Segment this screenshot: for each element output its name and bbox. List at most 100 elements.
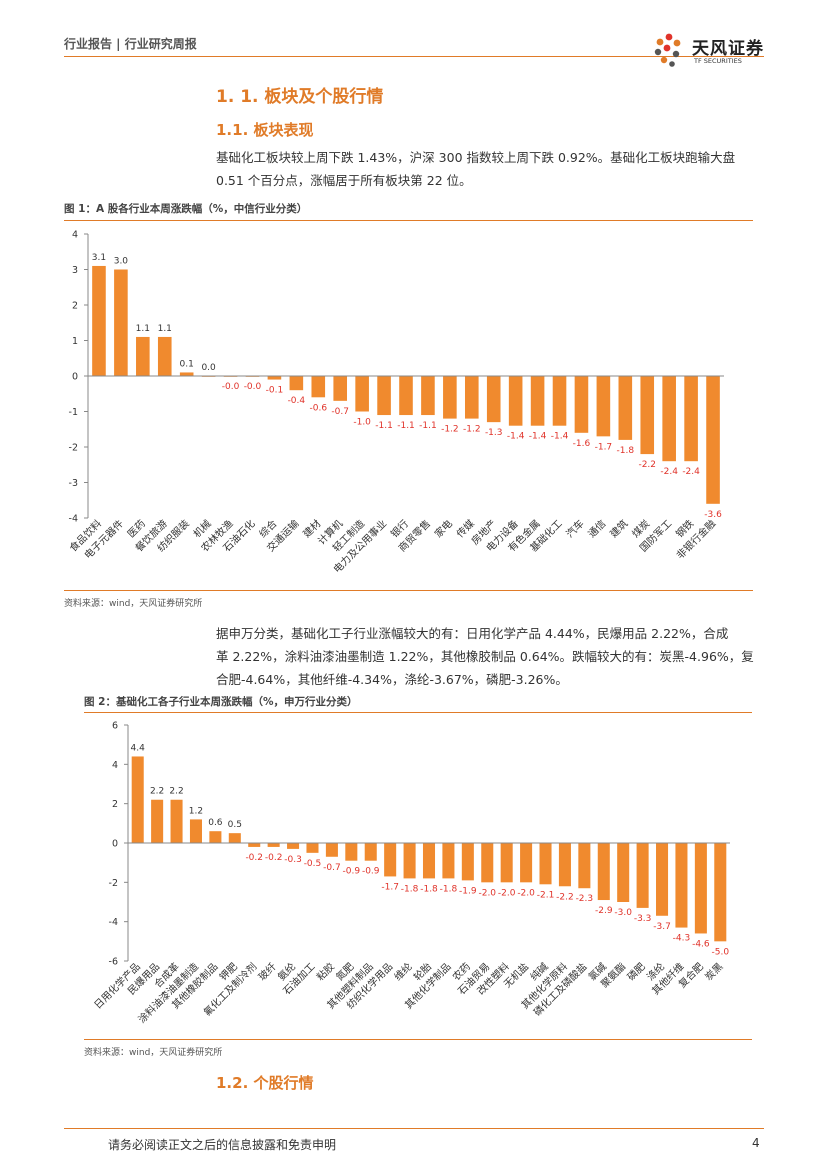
y-tick-label: 1 — [72, 336, 78, 347]
data-label: -3.6 — [704, 510, 722, 520]
data-label: -1.9 — [459, 886, 477, 896]
data-label: -0.2 — [245, 853, 263, 863]
data-label: -0.9 — [343, 867, 361, 877]
bar — [530, 376, 545, 426]
y-tick-label: 4 — [72, 230, 78, 241]
data-label: -1.2 — [441, 425, 459, 435]
bar — [151, 799, 164, 843]
figure1-source: 资料来源：wind，天风证券研究所 — [64, 599, 203, 609]
bar — [209, 831, 222, 843]
subsection-title-sector: 1.1. 板块表现 — [216, 121, 314, 139]
bar — [443, 376, 457, 419]
figure2-bottom-rule — [84, 1039, 752, 1040]
data-label: -1.7 — [595, 442, 613, 452]
bar — [656, 843, 669, 916]
bar — [131, 756, 144, 843]
figure1-bar-chart: 43210-1-2-3-43.1食品饮料3.0电子元器件1.1医药1.1餐饮旅游… — [67, 230, 724, 576]
data-label: -0.7 — [323, 863, 341, 873]
bar — [508, 376, 523, 426]
figure1-top-rule — [64, 220, 753, 221]
category-label: 玻纤 — [255, 960, 278, 983]
figure2-top-rule — [84, 712, 752, 713]
category-label: 维纶 — [391, 960, 414, 983]
bar — [345, 843, 358, 861]
data-label: -3.7 — [653, 922, 671, 932]
tf-logo-icon — [654, 33, 681, 67]
data-label: -1.1 — [375, 421, 393, 431]
bar — [520, 843, 533, 883]
bar — [179, 372, 194, 376]
data-label: 3.1 — [92, 253, 106, 263]
bar — [248, 843, 261, 847]
data-label: 1.2 — [189, 806, 203, 816]
y-tick-label: 2 — [72, 301, 78, 312]
y-tick-label: 4 — [112, 760, 118, 771]
bar — [311, 376, 326, 398]
bar — [539, 843, 552, 885]
y-tick-label: -4 — [69, 514, 78, 525]
y-tick-label: 3 — [72, 265, 78, 276]
figure2-title: 图 2：基础化工各子行业本周涨跌幅（%，申万行业分类） — [84, 696, 358, 708]
bar — [228, 833, 241, 843]
y-tick-label: 0 — [72, 372, 78, 383]
y-tick-label: -3 — [69, 478, 78, 489]
data-label: 0.6 — [208, 818, 223, 828]
category-label: 粘胶 — [314, 960, 337, 983]
data-label: -0.5 — [304, 859, 322, 869]
data-label: -2.2 — [638, 460, 656, 470]
data-label: -3.3 — [634, 914, 652, 924]
bar — [617, 843, 630, 902]
bar — [461, 843, 474, 881]
y-tick-label: -1 — [69, 407, 78, 418]
para2-line: 合肥-4.64%，其他纤维-4.34%，涤纶-3.67%，磷肥-3.26%。 — [216, 672, 568, 687]
bar — [267, 843, 280, 847]
y-tick-label: -4 — [109, 917, 118, 928]
data-label: 2.2 — [169, 787, 183, 797]
bar — [92, 265, 106, 376]
bar — [706, 376, 720, 504]
data-label: 1.1 — [158, 324, 172, 334]
bar — [558, 843, 571, 887]
data-label: 0.5 — [228, 820, 242, 830]
bar — [384, 843, 397, 877]
data-label: -5.0 — [712, 947, 730, 957]
data-label: -0.1 — [266, 386, 284, 396]
report-category: 行业报告 | 行业研究周报 — [64, 37, 197, 51]
data-label: -1.6 — [573, 439, 591, 449]
figure2-bar-chart: 6420-2-4-64.4日用化学产品2.2民爆用品2.2合成革1.2涂料油漆油… — [91, 721, 730, 1026]
data-label: -1.8 — [401, 884, 419, 894]
bar — [486, 376, 501, 423]
y-tick-label: 0 — [112, 839, 118, 850]
data-label: -0.0 — [222, 382, 240, 392]
bar — [355, 376, 369, 412]
data-label: -1.8 — [617, 446, 635, 456]
bar — [325, 843, 338, 857]
data-label: -1.4 — [529, 432, 547, 442]
data-label: -2.1 — [537, 890, 555, 900]
para2-line: 革 2.22%，涂料油漆油墨制造 1.22%，其他橡胶制品 0.64%。跌幅较大… — [216, 649, 754, 664]
y-tick-label: 6 — [112, 721, 118, 732]
bar — [267, 376, 282, 380]
bar — [157, 336, 172, 376]
data-label: 2.2 — [150, 787, 164, 797]
header-divider — [64, 56, 764, 57]
y-tick-label: -2 — [69, 443, 78, 454]
bar — [596, 376, 611, 437]
category-label: 家电 — [432, 517, 455, 540]
para2-line: 据申万分类，基础化工子行业涨幅较大的有：日用化学产品 4.44%，民爆用品 2.… — [216, 626, 729, 641]
section-title: 1. 1. 板块及个股行情 — [216, 87, 384, 107]
bar — [500, 843, 513, 883]
bar — [684, 376, 698, 462]
brand-subtitle: TF SECURITIES — [694, 57, 742, 65]
bar — [714, 843, 727, 942]
bar — [675, 843, 688, 928]
page-number: 4 — [752, 1136, 760, 1150]
data-label: -2.2 — [556, 892, 574, 902]
data-label: -1.7 — [381, 882, 399, 892]
bar — [306, 843, 319, 853]
figure1-title: 图 1：A 股各行业本周涨跌幅（%，中信行业分类） — [64, 203, 308, 215]
bar — [640, 376, 655, 455]
data-label: -2.3 — [576, 894, 594, 904]
category-label: 炭黑 — [703, 961, 726, 984]
data-label: 1.1 — [136, 324, 150, 334]
